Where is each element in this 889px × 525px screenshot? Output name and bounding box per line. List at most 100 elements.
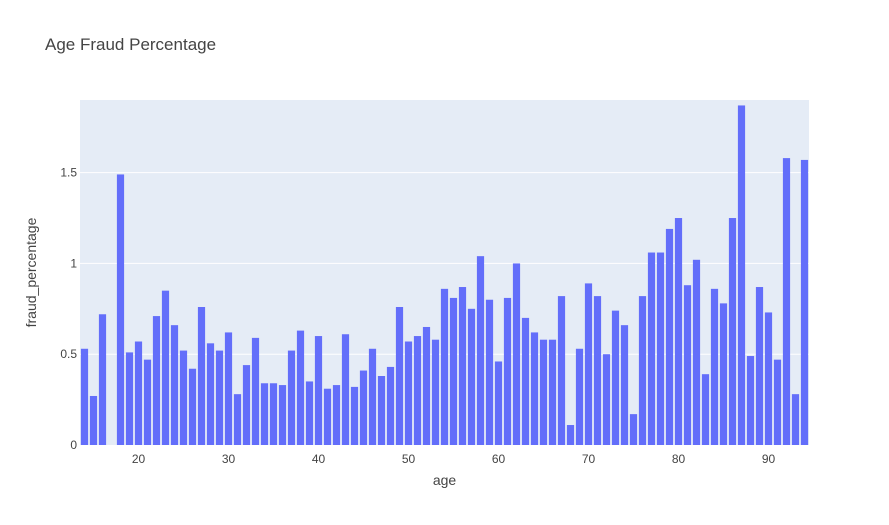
bar[interactable] <box>611 310 620 445</box>
bar[interactable] <box>179 350 188 445</box>
bar[interactable] <box>548 339 557 445</box>
bar[interactable] <box>485 299 494 445</box>
y-axis-ticks: 0 0.5 1 1.5 <box>60 166 77 452</box>
bar[interactable] <box>368 348 377 445</box>
bar[interactable] <box>278 385 287 445</box>
bar[interactable] <box>755 287 764 445</box>
x-tick-label: 60 <box>492 452 506 466</box>
bar[interactable] <box>512 263 521 445</box>
bar[interactable] <box>188 368 197 445</box>
bar[interactable] <box>269 383 278 445</box>
bar[interactable] <box>683 285 692 445</box>
bar[interactable] <box>359 370 368 445</box>
x-tick-label: 70 <box>582 452 596 466</box>
bar[interactable] <box>476 256 485 445</box>
bar[interactable] <box>116 174 125 445</box>
bar[interactable] <box>233 394 242 445</box>
bar[interactable] <box>125 352 134 445</box>
bar[interactable] <box>494 361 503 445</box>
bar[interactable] <box>143 359 152 445</box>
y-tick-label: 0.5 <box>60 347 77 361</box>
bar[interactable] <box>332 385 341 445</box>
bar[interactable] <box>341 334 350 445</box>
bar[interactable] <box>98 314 107 445</box>
bar[interactable] <box>206 343 215 445</box>
bar[interactable] <box>638 296 647 445</box>
bar[interactable] <box>575 348 584 445</box>
bar[interactable] <box>170 325 179 445</box>
bar[interactable] <box>719 303 728 445</box>
bar[interactable] <box>251 337 260 445</box>
chart-title: Age Fraud Percentage <box>45 35 216 54</box>
bar[interactable] <box>557 296 566 445</box>
bar[interactable] <box>521 317 530 445</box>
bar[interactable] <box>728 218 737 445</box>
bar[interactable] <box>197 307 206 445</box>
bar[interactable] <box>503 297 512 445</box>
bar[interactable] <box>449 297 458 445</box>
bar[interactable] <box>215 350 224 445</box>
y-tick-label: 1.5 <box>60 166 77 180</box>
bar[interactable] <box>323 388 332 445</box>
bar[interactable] <box>161 290 170 445</box>
bar[interactable] <box>602 354 611 445</box>
bar[interactable] <box>440 288 449 445</box>
bar[interactable] <box>620 325 629 445</box>
bar[interactable] <box>773 359 782 445</box>
bar[interactable] <box>737 105 746 446</box>
bar[interactable] <box>629 414 638 445</box>
bar[interactable] <box>287 350 296 445</box>
bar[interactable] <box>593 296 602 445</box>
bar[interactable] <box>467 308 476 445</box>
bar[interactable] <box>386 366 395 445</box>
bar[interactable] <box>305 381 314 445</box>
bar[interactable] <box>296 330 305 445</box>
bar[interactable] <box>584 283 593 445</box>
bar[interactable] <box>80 348 89 445</box>
bar[interactable] <box>746 356 755 445</box>
bar[interactable] <box>656 252 665 445</box>
bar[interactable] <box>152 316 161 445</box>
x-tick-label: 80 <box>672 452 686 466</box>
bar[interactable] <box>350 386 359 445</box>
bar[interactable] <box>530 332 539 445</box>
bars <box>80 105 809 446</box>
x-tick-label: 50 <box>402 452 416 466</box>
bar[interactable] <box>647 252 656 445</box>
bar[interactable] <box>89 395 98 445</box>
bar[interactable] <box>701 374 710 445</box>
x-axis-ticks: 20 30 40 50 60 70 80 90 <box>132 452 776 466</box>
bar[interactable] <box>422 326 431 445</box>
bar[interactable] <box>242 365 251 445</box>
bar[interactable] <box>404 341 413 446</box>
bar[interactable] <box>665 228 674 445</box>
y-axis-title: fraud_percentage <box>23 217 39 327</box>
bar[interactable] <box>764 312 773 445</box>
x-tick-label: 90 <box>762 452 776 466</box>
bar[interactable] <box>260 383 269 445</box>
bar[interactable] <box>692 259 701 445</box>
bar[interactable] <box>395 307 404 445</box>
bar[interactable] <box>431 339 440 445</box>
bar[interactable] <box>791 394 800 445</box>
bar[interactable] <box>134 341 143 446</box>
y-tick-label: 1 <box>70 256 77 270</box>
bar[interactable] <box>710 288 719 445</box>
bar[interactable] <box>314 336 323 445</box>
x-tick-label: 30 <box>222 452 236 466</box>
bar[interactable] <box>566 425 575 445</box>
bar[interactable] <box>377 376 386 445</box>
bar[interactable] <box>224 332 233 445</box>
bar[interactable] <box>674 218 683 445</box>
x-axis-title: age <box>433 472 457 488</box>
bar[interactable] <box>458 287 467 445</box>
x-tick-label: 40 <box>312 452 326 466</box>
bar[interactable] <box>782 158 791 445</box>
bar[interactable] <box>413 336 422 445</box>
y-tick-label: 0 <box>70 438 77 452</box>
x-tick-label: 20 <box>132 452 146 466</box>
bar[interactable] <box>539 339 548 445</box>
bar[interactable] <box>800 159 809 445</box>
